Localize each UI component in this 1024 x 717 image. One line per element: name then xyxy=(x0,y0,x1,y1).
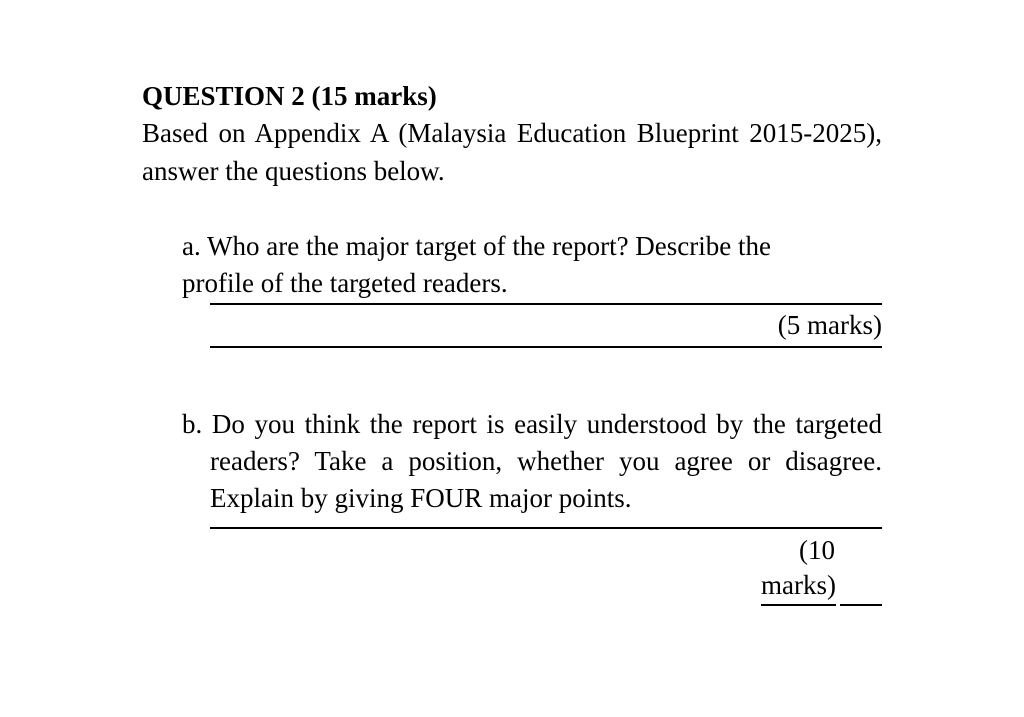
sub-question-b: b. Do you think the report is easily und… xyxy=(182,406,882,607)
exam-page: QUESTION 2 (15 marks) Based on Appendix … xyxy=(0,0,1024,717)
sub-a-line2: profile of the targeted readers. xyxy=(210,265,882,305)
sub-b-rule xyxy=(210,527,882,529)
sub-b-letter: b. xyxy=(182,409,202,439)
sub-question-b-body: b. Do you think the report is easily und… xyxy=(182,406,882,518)
sub-questions: a. Who are the major target of the repor… xyxy=(142,228,882,607)
sub-b-marks: (10 marks) xyxy=(752,533,882,606)
sub-b-marks-wrap: (10 marks) xyxy=(210,533,882,606)
question-header: QUESTION 2 (15 marks) Based on Appendix … xyxy=(142,78,882,190)
sub-a-text1: Who are the major target of the report? … xyxy=(207,231,771,261)
sub-b-text: Do you think the report is easily unders… xyxy=(210,409,882,514)
sub-b-marks-row: marks) xyxy=(752,568,882,606)
sub-a-letter: a. xyxy=(182,231,201,261)
sub-a-line1: a. Who are the major target of the repor… xyxy=(210,228,882,265)
question-intro: Based on Appendix A (Malaysia Education … xyxy=(142,118,882,185)
question-title: QUESTION 2 (15 marks) xyxy=(142,81,437,111)
sub-b-marks-gap xyxy=(840,568,882,606)
sub-b-marks-close: marks) xyxy=(761,568,836,606)
sub-b-marks-block: (10 marks) xyxy=(182,527,882,606)
sub-question-a-body: a. Who are the major target of the repor… xyxy=(182,228,882,348)
sub-question-a: a. Who are the major target of the repor… xyxy=(182,228,882,348)
sub-b-marks-open: (10 xyxy=(752,533,882,568)
sub-a-marks: (5 marks) xyxy=(210,307,882,347)
